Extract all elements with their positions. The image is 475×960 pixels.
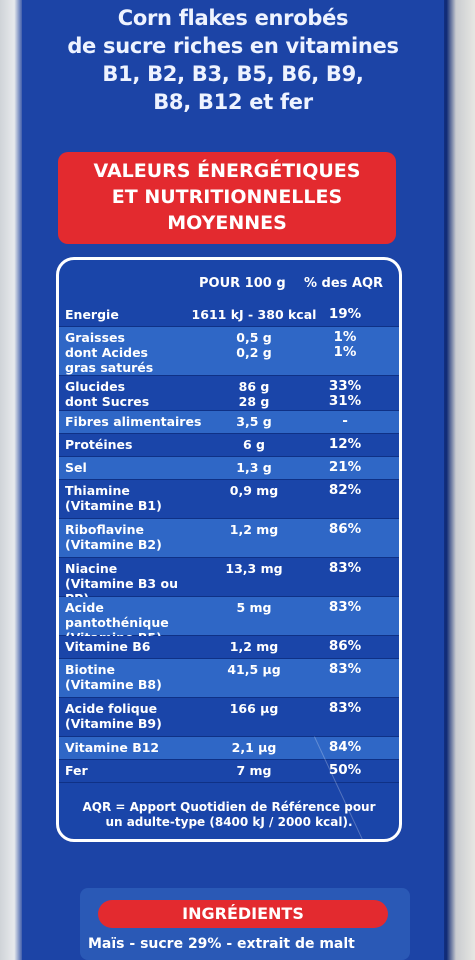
table-row: Niacine (Vitamine B3 ou PP) 13,3 mg 83% (59, 558, 399, 606)
nutrient-qty: 3,5 g (236, 414, 272, 429)
description-line: de sucre riches en vitamines (67, 34, 399, 58)
nutrient-pct: 86% (328, 638, 362, 654)
nutrient-qty: 1,2 mg (229, 639, 279, 654)
col-aqr-header: % des AQR (304, 276, 384, 291)
table-row: Fibres alimentaires 3,5 g - (59, 411, 399, 434)
nutrient-qty: 7 mg (236, 763, 272, 778)
table-row: Energie 1611 kJ - 380 kcal 19% (59, 304, 399, 327)
table-row: Fer 7 mg 50% (59, 760, 399, 783)
nutrient-name: Acide folique (Vitamine B9) (65, 701, 162, 731)
table-row: Sel 1,3 g 21% (59, 457, 399, 480)
product-description: Corn flakes enrobés de sucre riches en v… (22, 4, 444, 116)
footnote-line: un adulte-type (8400 kJ / 2000 kcal). (105, 815, 353, 829)
nutrient-name: Vitamine B12 (65, 740, 160, 755)
nutrient-name: Fer (65, 763, 88, 778)
nutrient-pct: 50% (328, 762, 362, 778)
nutrient-name: Sel (65, 460, 87, 475)
nutrient-pct: 82% (328, 482, 362, 498)
nutrient-qty: 41,5 µg (227, 662, 281, 677)
nutrition-table: POUR 100 g % des AQR Energie 1611 kJ - 38… (56, 257, 402, 842)
nutrient-qty: 86 g 28 g (238, 379, 270, 409)
table-row: Vitamine B6 1,2 mg 86% (59, 636, 399, 659)
nutrient-name: Biotine (Vitamine B8) (65, 662, 162, 692)
nutrient-pct: 33% 31% (328, 378, 362, 409)
nutrient-pct: 86% (328, 521, 362, 537)
table-row: Thiamine (Vitamine B1) 0,9 mg 82% (59, 480, 399, 519)
nutrition-rows: Energie 1611 kJ - 380 kcal 19% Graisses don… (59, 304, 399, 783)
nutrient-qty: 1,3 g (236, 460, 272, 475)
nutrient-name: Riboflavine (Vitamine B2) (65, 522, 162, 552)
nutrient-name: Protéines (65, 437, 133, 452)
nutrient-name: Graisses dont Acides gras saturés (65, 330, 154, 375)
banner-line: MOYENNES (167, 212, 287, 234)
ingredients-title: INGRÉDIENTS (98, 900, 388, 928)
table-row: Glucides dont Sucres 86 g 28 g 33% 31% (59, 376, 399, 411)
nutrient-pct: 83% (328, 599, 362, 615)
footnote-line: AQR = Apport Quotidien de Référence pour (82, 800, 376, 814)
table-row: Graisses dont Acides gras saturés 0,5 g 0… (59, 327, 399, 376)
nutrient-name: Energie (65, 307, 119, 322)
nutrient-pct: 21% (328, 459, 362, 475)
table-row: Acide folique (Vitamine B9) 166 µg 83% (59, 698, 399, 737)
nutrient-pct: - (342, 413, 348, 429)
nutrient-qty: 13,3 mg (225, 561, 283, 576)
ingredients-section: INGRÉDIENTS Maïs - sucre 29% - extrait d… (80, 888, 410, 960)
aqr-footnote: AQR = Apport Quotidien de Référence pour… (65, 800, 393, 830)
description-line: B8, B12 et fer (153, 90, 313, 114)
nutrient-pct: 84% (328, 739, 362, 755)
table-row: Vitamine B12 2,1 µg 84% (59, 737, 399, 760)
nutrient-pct: 83% (328, 700, 362, 716)
nutrient-name: Vitamine B6 (65, 639, 151, 654)
nutrient-name: Thiamine (Vitamine B1) (65, 483, 162, 513)
nutrient-qty: 6 g (243, 437, 265, 452)
nutrition-table-header: POUR 100 g % des AQR (59, 276, 399, 298)
nutrient-pct: 12% (328, 436, 362, 452)
nutrient-qty: 1611 kJ - 380 kcal (191, 307, 317, 322)
nutrient-qty: 0,9 mg (229, 483, 279, 498)
col-per100-header: POUR 100 g (199, 276, 286, 291)
table-row: Biotine (Vitamine B8) 41,5 µg 83% (59, 659, 399, 698)
nutrient-pct: 19% (328, 306, 362, 322)
nutrient-pct: 83% (328, 560, 362, 576)
table-row: Riboflavine (Vitamine B2) 1,2 mg 86% (59, 519, 399, 558)
description-line: Corn flakes enrobés (117, 6, 349, 30)
nutrition-title-banner: VALEURS ÉNERGÉTIQUES ET NUTRITIONNELLES … (58, 152, 396, 244)
nutrient-name: Fibres alimentaires (65, 414, 202, 429)
banner-line: ET NUTRITIONNELLES (111, 186, 343, 208)
nutrient-name: Glucides dont Sucres (65, 379, 150, 409)
nutrient-qty: 0,5 g 0,2 g (236, 330, 272, 360)
table-row: Protéines 6 g 12% (59, 434, 399, 457)
nutrient-name: Niacine (Vitamine B3 ou PP) (65, 561, 178, 606)
description-line: B1, B2, B3, B5, B6, B9, (102, 62, 364, 86)
nutrient-pct: 83% (328, 661, 362, 677)
ingredients-text: Maïs - sucre 29% - extrait de malt (88, 936, 355, 952)
nutrient-pct: 1% 1% (333, 329, 357, 360)
nutrient-qty: 2,1 µg (231, 740, 277, 755)
nutrient-qty: 5 mg (236, 600, 272, 615)
nutrient-qty: 166 µg (229, 701, 279, 716)
banner-line: VALEURS ÉNERGÉTIQUES (93, 160, 361, 182)
nutrient-qty: 1,2 mg (229, 522, 279, 537)
